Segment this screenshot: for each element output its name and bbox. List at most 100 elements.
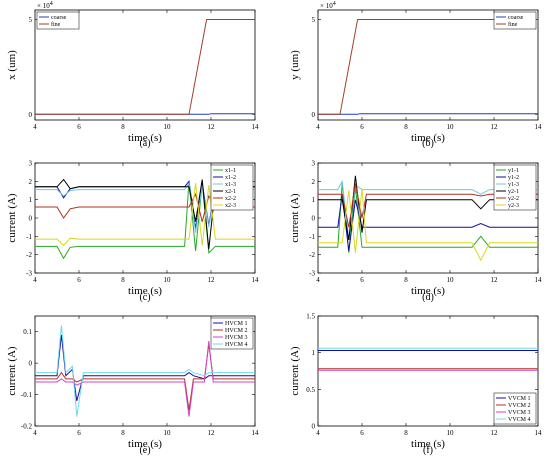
- legend-label: x2-2: [225, 196, 236, 202]
- x-tick-label: 6: [360, 123, 364, 131]
- y-tick-label: -1: [309, 233, 315, 241]
- x-tick-label: 4: [316, 123, 320, 131]
- exponent-label: × 104: [37, 1, 53, 10]
- legend-label: x2-3: [225, 203, 236, 209]
- x-tick-label: 14: [535, 276, 543, 284]
- legend-label: HVCM 4: [225, 342, 248, 348]
- x-tick-label: 14: [252, 123, 260, 131]
- x-axis-label: time (s): [128, 285, 162, 297]
- y-tick-label: 5: [312, 16, 316, 24]
- series-line-fine: [35, 19, 255, 115]
- x-axis-label: time (s): [411, 438, 445, 450]
- legend-label: y2-1: [508, 189, 519, 195]
- legend-label: y1-3: [508, 182, 519, 188]
- y-tick-label: -3: [26, 270, 32, 278]
- y-axis-label: current (A): [289, 193, 301, 243]
- x-tick-label: 12: [208, 429, 216, 437]
- x-tick-label: 14: [535, 123, 543, 131]
- y-tick-label: 0.1: [23, 328, 32, 336]
- series-line-hvcm-1: [35, 334, 255, 402]
- legend-label: VVCM 2: [508, 403, 531, 409]
- x-tick-label: 10: [447, 123, 455, 131]
- exponent-label: × 104: [320, 1, 336, 10]
- x-tick-label: 10: [164, 123, 172, 131]
- legend-label: fine: [51, 21, 61, 28]
- y-tick-label: 0: [29, 215, 33, 223]
- panel-label: (f): [423, 445, 433, 456]
- y-tick-label: -0.2: [21, 423, 33, 431]
- legend-box: [210, 164, 254, 211]
- y-tick-label: 3: [29, 160, 33, 168]
- legend-label: y2-3: [508, 203, 519, 209]
- legend-label: x1-3: [225, 182, 236, 188]
- x-tick-label: 8: [404, 123, 408, 131]
- x-axis-label: time (s): [411, 285, 445, 297]
- x-axis-label: time (s): [411, 132, 445, 144]
- y-tick-label: 0: [29, 360, 33, 368]
- y-tick-label: -0.1: [21, 391, 33, 399]
- x-tick-label: 8: [121, 276, 125, 284]
- legend-label: y2-2: [508, 196, 519, 202]
- y-tick-label: 1: [312, 349, 316, 357]
- y-tick-label: 5: [29, 16, 33, 24]
- legend-label: coarse: [508, 15, 524, 21]
- x-tick-label: 6: [77, 276, 81, 284]
- x-tick-label: 12: [491, 429, 499, 437]
- y-tick-label: 1: [312, 196, 316, 204]
- legend-label: VVCM 4: [508, 417, 531, 423]
- y-tick-label: 3: [312, 160, 316, 168]
- y-axis-label: y (um): [289, 50, 301, 80]
- exponent-base: × 10: [320, 2, 333, 10]
- legend-box: [493, 164, 537, 211]
- panel-label: (c): [139, 292, 150, 303]
- x-tick-label: 12: [491, 123, 499, 131]
- y-tick-label: 0: [312, 111, 316, 119]
- panel-label: (e): [139, 445, 150, 456]
- x-tick-label: 10: [164, 276, 172, 284]
- y-axis-label: x (um): [6, 50, 18, 80]
- x-tick-label: 4: [33, 276, 37, 284]
- series-line-hvcm-4: [35, 325, 255, 417]
- x-tick-label: 6: [360, 276, 364, 284]
- x-tick-label: 4: [316, 276, 320, 284]
- panel-label: (d): [422, 292, 434, 303]
- series-line-y1-3: [318, 179, 538, 241]
- x-tick-label: 4: [33, 123, 37, 131]
- series-line-x1-1: [35, 181, 255, 260]
- y-tick-label: -2: [309, 251, 315, 259]
- panel-label: (b): [422, 138, 434, 149]
- legend-label: HVCM 3: [225, 335, 248, 341]
- series-line-fine: [318, 19, 538, 115]
- x-tick-label: 12: [208, 123, 216, 131]
- x-axis-label: time (s): [128, 438, 162, 450]
- y-tick-label: 2: [29, 178, 33, 186]
- x-tick-label: 14: [252, 276, 260, 284]
- x-tick-label: 4: [33, 429, 37, 437]
- legend-label: x1-1: [225, 168, 236, 174]
- x-tick-label: 6: [77, 429, 81, 437]
- y-tick-label: 1.5: [306, 313, 315, 321]
- legend-label: fine: [508, 21, 518, 28]
- x-tick-label: 10: [447, 429, 455, 437]
- x-tick-label: 10: [447, 276, 455, 284]
- legend-label: HVCM 2: [225, 328, 248, 334]
- legend-label: y1-1: [508, 168, 519, 174]
- x-tick-label: 6: [77, 123, 81, 131]
- x-tick-label: 8: [121, 429, 125, 437]
- y-tick-label: 0.5: [306, 386, 315, 394]
- legend-label: y1-2: [508, 175, 519, 181]
- panel-d: 4 6 8 10 12 14-3-2-10123y1-1y1-2y1-3y2-1y2-2y…: [289, 160, 542, 304]
- exponent-power: 4: [333, 1, 336, 7]
- exponent-base: × 10: [37, 2, 50, 10]
- y-tick-label: 0: [312, 215, 316, 223]
- legend-label: HVCM 1: [225, 321, 248, 327]
